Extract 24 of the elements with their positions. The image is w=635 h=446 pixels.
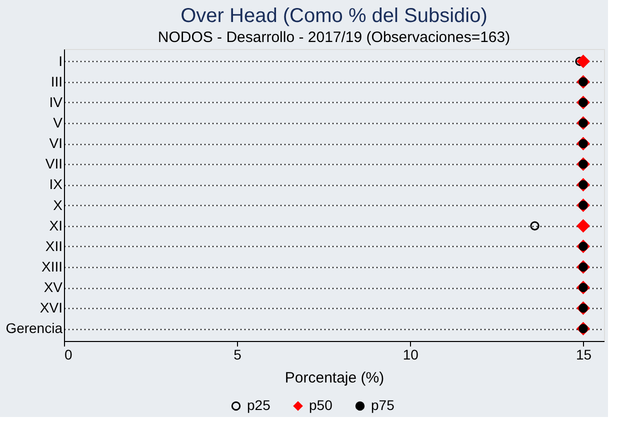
x-tick-label: 15 — [576, 346, 592, 362]
y-tick-label: XI — [49, 217, 62, 234]
y-tick-label: III — [50, 73, 62, 90]
y-tick-label: IV — [49, 94, 64, 110]
legend-label: p50 — [309, 397, 333, 413]
y-tick-label: VI — [49, 135, 62, 152]
y-tick-label: X — [53, 196, 64, 213]
y-tick-label: Gerencia — [6, 320, 63, 336]
y-tick-label: XV — [44, 279, 64, 296]
y-tick-label: XIII — [41, 258, 62, 274]
legend-label: p75 — [371, 397, 395, 413]
y-tick-label: XII — [45, 238, 62, 254]
x-tick-label: 0 — [64, 346, 72, 362]
chart-title: Over Head (Como % del Subsidio) — [180, 5, 488, 27]
x-tick-label: 10 — [402, 346, 419, 362]
y-tick-label: IX — [49, 176, 64, 192]
legend-label: p25 — [247, 397, 271, 413]
chart-subtitle: NODOS - Desarrollo - 2017/19 (Observaciones=163) — [158, 29, 510, 46]
y-tick-label: VII — [45, 156, 62, 172]
y-tick-label: XVI — [40, 300, 62, 316]
x-axis-title: Porcentaje (%) — [284, 370, 384, 386]
x-tick-label: 5 — [234, 346, 242, 362]
y-tick-label: V — [53, 114, 64, 131]
y-tick-label: I — [58, 52, 62, 69]
